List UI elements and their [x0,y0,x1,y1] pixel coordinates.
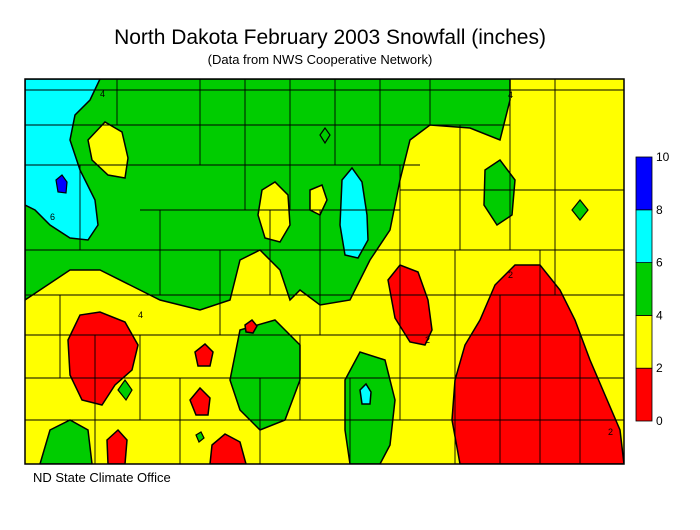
legend-label-10: 10 [656,150,670,164]
legend-label-6: 6 [656,256,663,270]
legend-label-4: 4 [656,308,663,322]
legend-label-0: 0 [656,414,663,428]
snow-band-0-2-east [451,264,624,464]
snow-band-2-4-hole3 [257,181,291,243]
snow-band-0-2-c1 [194,342,214,367]
contour-label-4: 4 [100,89,105,99]
snow-band-6-8-northwest [25,79,102,241]
snow-band-2-4-hole1 [87,121,129,179]
snow-band-4-6-sw [38,419,93,464]
snow-band-0-2-c3 [244,318,258,334]
snow-band-4-6-spot3 [571,199,589,221]
credit-text: ND State Climate Office [33,470,171,485]
legend-swatch-2-4 [635,314,653,369]
snow-band-4-6-east [483,158,516,227]
contour-label-4c: 4 [508,90,513,100]
snow-band-6-8-south [359,382,372,405]
contour-label-2: 2 [508,270,513,280]
snow-band-2-4-hole2 [309,183,328,217]
state-outline [24,78,625,465]
snow-band-0-2-s2 [209,433,247,464]
snow-band-4-6-spot4 [319,126,331,145]
legend-swatch-0-2 [635,367,653,422]
snow-band-4-6-spot2 [195,431,205,443]
contour-labels: 4 6 2 4 2 4 2 [50,89,613,437]
contour-label-2b: 2 [425,335,430,345]
county-boundaries [25,79,624,464]
snow-band-4-6-spot1 [117,378,133,402]
legend-label-2: 2 [656,361,663,375]
legend-label-8: 8 [656,203,663,217]
snow-band-4-6-south [344,351,396,464]
snow-band-6-8-center [339,166,369,259]
snow-band-8-10 [55,174,68,194]
legend-swatch-6-8 [635,209,653,264]
legend-swatch-4-6 [635,262,653,316]
contour-label-4b: 4 [138,310,143,320]
map-subtitle: (Data from NWS Cooperative Network) [207,52,433,67]
snow-band-0-2-c2 [189,386,211,416]
contour-label-2c: 2 [608,427,613,437]
snow-band-0-2-s1 [106,428,128,464]
contour-label-6: 6 [50,212,55,222]
legend-swatch-8-10 [635,156,653,211]
map-title: North Dakota February 2003 Snowfall (inc… [114,26,546,49]
